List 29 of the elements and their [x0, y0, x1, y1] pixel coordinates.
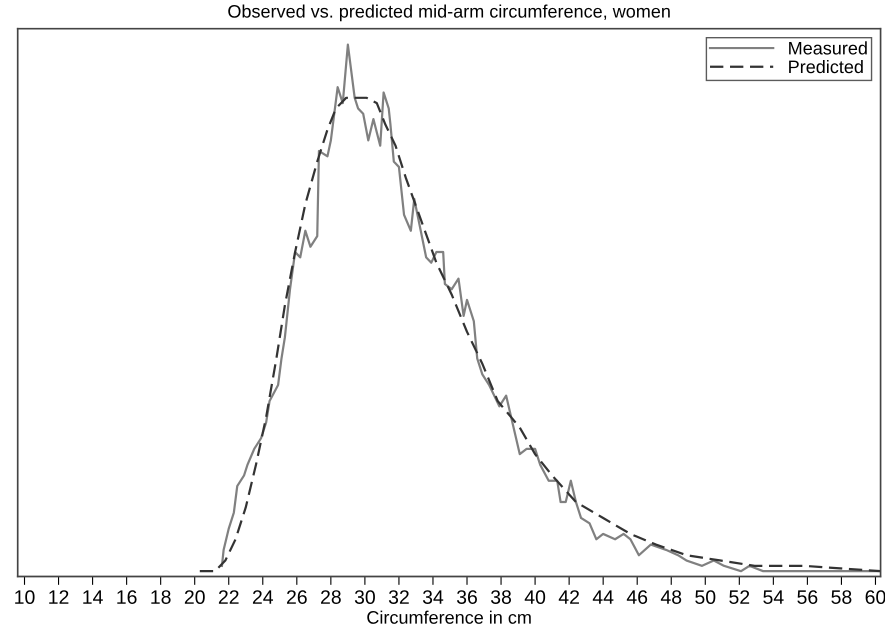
x-tick-label: 54	[763, 590, 784, 604]
x-tick-label: 50	[695, 590, 716, 604]
x-tick-label: 56	[797, 590, 818, 604]
x-tick-label: 40	[524, 590, 546, 604]
x-tick-label: 42	[558, 590, 579, 604]
x-tick-label: 30	[354, 590, 375, 604]
x-tick-label: 44	[592, 590, 614, 604]
x-tick-label: 18	[151, 590, 171, 604]
x-tick-label: 24	[252, 590, 274, 604]
x-tick-label: 16	[117, 590, 137, 604]
x-tick-label: 38	[490, 590, 512, 604]
chart-title: Observed vs. predicted mid-arm circumference, women	[228, 4, 670, 22]
x-tick-label: 14	[83, 590, 103, 604]
x-tick-label: 46	[626, 590, 648, 604]
x-tick-label: 32	[388, 590, 409, 604]
x-tick-label: 58	[831, 590, 852, 604]
x-tick-label: 20	[184, 590, 205, 604]
x-tick-label: 12	[49, 590, 68, 604]
x-tick-label: 26	[286, 590, 307, 604]
legend-label: Measured	[789, 41, 867, 55]
x-tick-label: 36	[456, 590, 477, 604]
x-axis-title: Circumference in cm	[367, 610, 531, 624]
x-tick-label: 34	[422, 590, 444, 604]
x-tick-label: 28	[321, 590, 341, 604]
x-tick-label: 48	[660, 590, 682, 604]
x-tick-label: 22	[218, 590, 239, 604]
legend-label: Predicted	[789, 60, 863, 74]
x-tick-label: 52	[729, 590, 750, 604]
x-tick-label: 10	[15, 590, 35, 604]
